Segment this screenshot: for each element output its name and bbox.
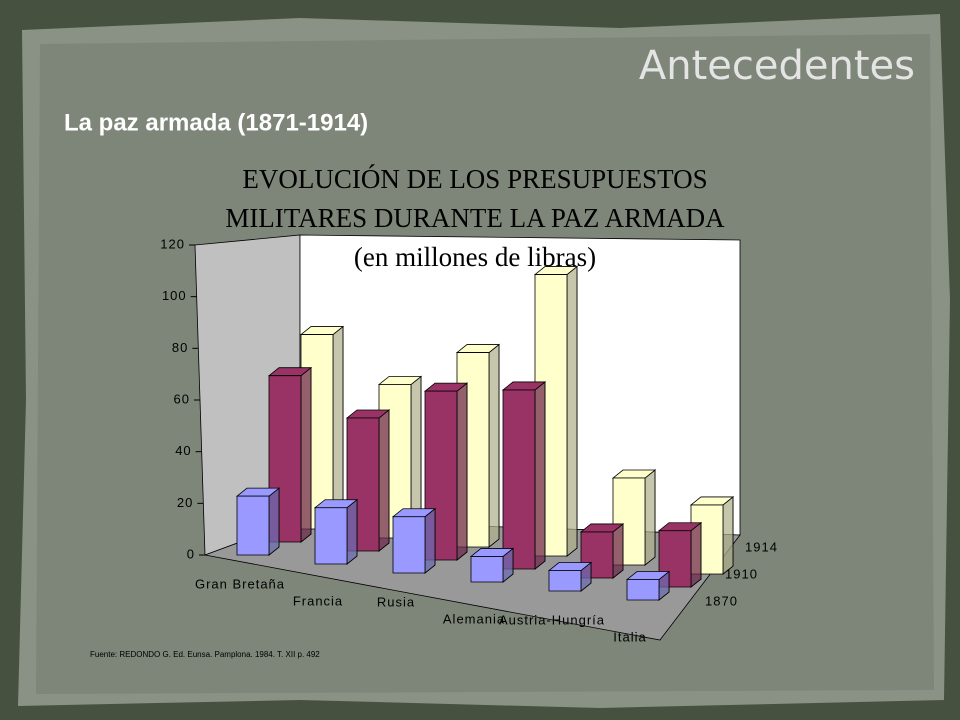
bar-face [534, 381, 546, 570]
x-tick-label: Austria-Hungría [499, 612, 605, 627]
bar-face [332, 325, 344, 530]
x-tick-label: Francia [293, 593, 343, 608]
y-tick-label: 0 [187, 546, 195, 561]
heading: Antecedentes [639, 43, 915, 89]
bar [235, 487, 281, 556]
bar-face [424, 507, 436, 574]
bar-face [722, 496, 734, 575]
bar-face [488, 343, 500, 548]
y-tick-label: 80 [172, 340, 188, 355]
bar-face [314, 507, 348, 565]
y-tick-label: 120 [160, 236, 185, 251]
bar-face [300, 366, 312, 543]
bar-face [612, 523, 624, 579]
chart-title: MILITARES DURANTE LA PAZ ARMADA [225, 203, 725, 233]
bar-face [392, 516, 426, 574]
chart-title: EVOLUCIÓN DE LOS PRESUPUESTOS [242, 164, 707, 194]
bar-face [378, 409, 390, 552]
bar [501, 381, 547, 570]
bar-face [690, 521, 702, 588]
legend-label: 1870 [705, 593, 738, 608]
legend-label: 1910 [725, 566, 758, 581]
x-tick-label: Italia [613, 629, 646, 644]
source: Fuente: REDONDO G. Ed. Eunsa. Pamplona. … [90, 650, 320, 659]
bar [391, 507, 437, 574]
bar-face [236, 495, 270, 556]
bar [313, 498, 359, 565]
x-tick-label: Gran Bretaña [195, 576, 285, 591]
bar-face [502, 389, 536, 570]
bar [267, 366, 313, 543]
bar-face [268, 487, 280, 556]
bar [469, 547, 515, 583]
subheading: La paz armada (1871-1914) [64, 109, 368, 136]
x-tick-label: Rusia [377, 594, 415, 609]
legend-label: 1914 [745, 539, 778, 554]
y-tick-label: 100 [162, 288, 187, 303]
bar [625, 570, 671, 601]
bar-face [456, 382, 468, 561]
bar-face [566, 265, 578, 557]
y-tick-label: 20 [177, 495, 193, 510]
bar [345, 409, 391, 552]
bar [547, 561, 593, 592]
bar [611, 469, 657, 566]
bar-face [548, 570, 582, 592]
bar-face [470, 556, 504, 583]
bar-face [346, 498, 358, 565]
x-tick-label: Alemania [443, 611, 505, 626]
bar-face [626, 579, 660, 601]
y-tick-label: 60 [174, 391, 190, 406]
y-tick-label: 40 [175, 443, 191, 458]
bar-face [644, 469, 656, 566]
